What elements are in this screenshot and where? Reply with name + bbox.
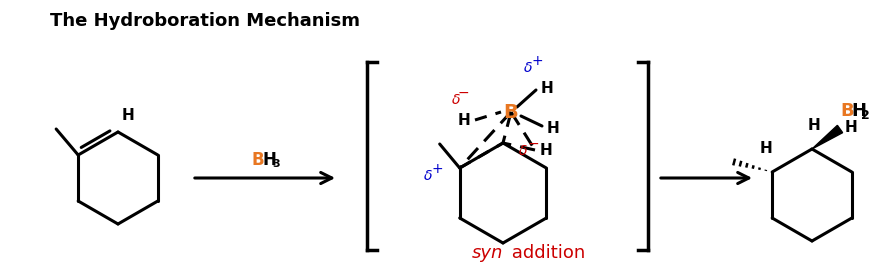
Text: δ: δ [519,144,527,158]
Text: 3: 3 [272,159,280,169]
Text: B: B [251,151,264,169]
Text: H: H [808,118,821,133]
Text: δ: δ [423,169,432,183]
Text: δ: δ [452,93,461,107]
Text: H: H [122,108,135,123]
Text: 2: 2 [861,109,870,122]
Text: +: + [432,162,443,176]
Text: B: B [503,102,518,122]
Text: H: H [851,102,866,120]
Text: H: H [541,81,554,95]
Text: addition: addition [505,244,585,262]
Text: H: H [458,113,470,127]
Text: −: − [527,137,538,151]
Text: H: H [540,143,552,158]
Text: B: B [840,102,854,120]
Text: The Hydroboration Mechanism: The Hydroboration Mechanism [50,12,360,30]
Text: H: H [760,141,773,156]
Polygon shape [812,125,843,149]
Text: δ: δ [524,61,532,75]
Text: +: + [531,54,543,68]
Text: H: H [845,120,857,134]
Text: −: − [457,86,468,100]
Text: syn: syn [472,244,503,262]
Text: H: H [547,120,559,136]
Text: H: H [262,151,276,169]
